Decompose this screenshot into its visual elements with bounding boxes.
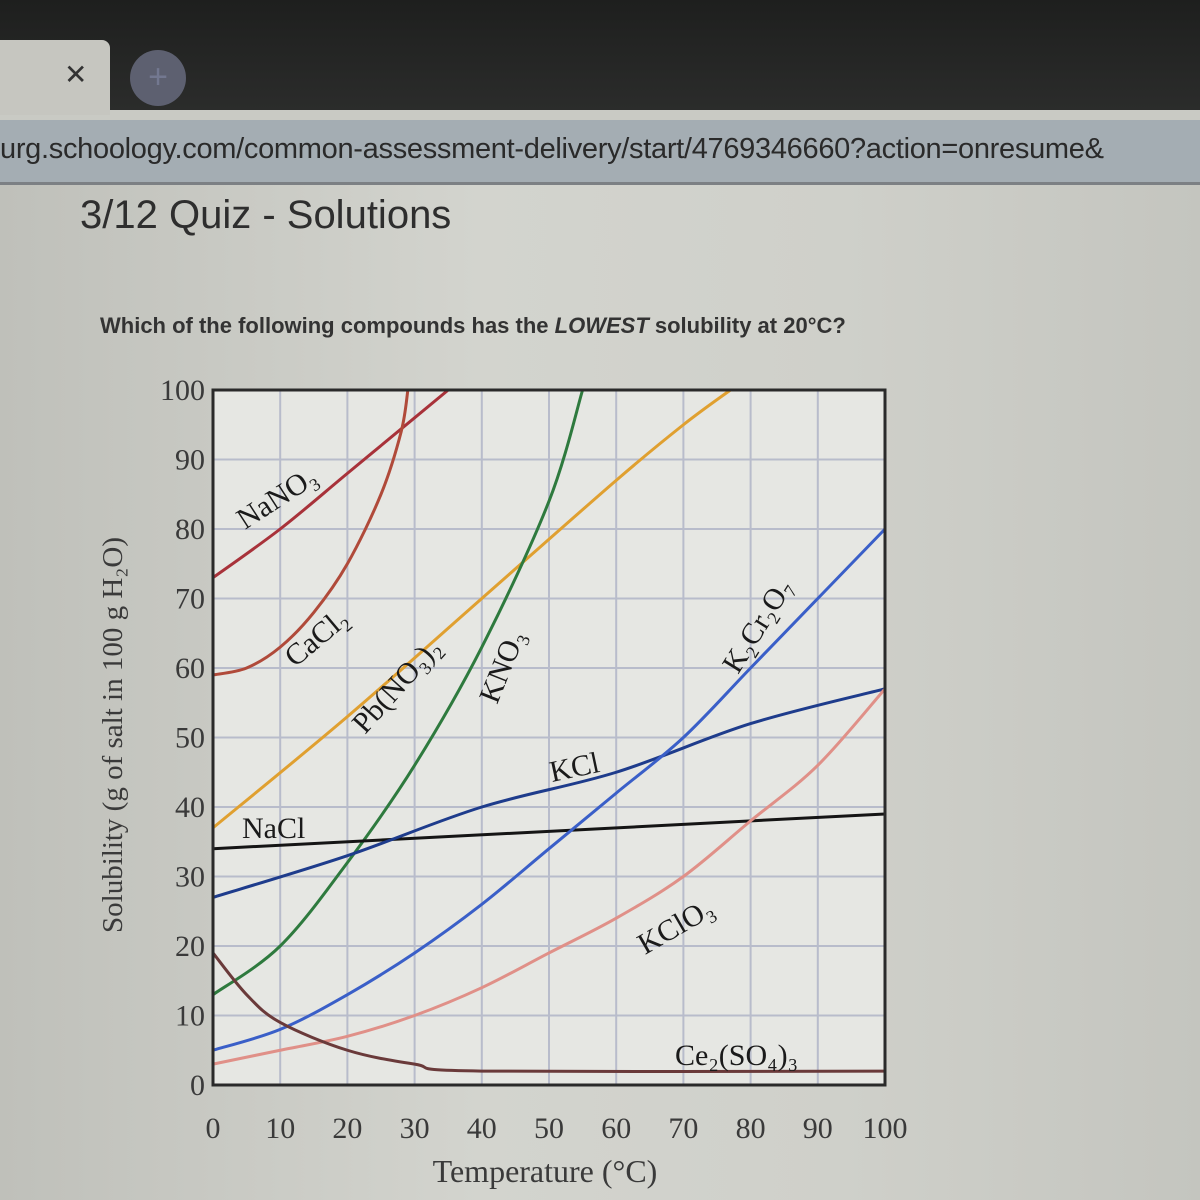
y-tick-label: 90: [175, 444, 205, 477]
x-tick-label: 70: [668, 1112, 698, 1145]
x-tick-label: 90: [803, 1112, 833, 1145]
plot-frame: [211, 388, 887, 1087]
label-nacl: NaCl: [242, 812, 305, 845]
x-tick-label: 100: [863, 1112, 908, 1145]
x-tick-label: 40: [467, 1112, 497, 1145]
x-axis-label: Temperature (°C): [433, 1153, 658, 1189]
x-tick-label: 50: [534, 1112, 564, 1145]
question-text: Which of the following compounds has the…: [100, 313, 846, 339]
series-line: [212, 388, 450, 579]
page-title: 3/12 Quiz - Solutions: [80, 193, 452, 237]
x-tick-label: 30: [400, 1112, 430, 1145]
question-post: solubility at 20°C?: [648, 313, 846, 338]
series-line: [212, 388, 732, 830]
y-tick-label: 10: [175, 1000, 205, 1033]
series-line: [212, 389, 410, 677]
y-tick-label: 50: [175, 722, 205, 755]
y-axis-label: Solubility (g of salt in 100 g H₂O): [97, 537, 129, 933]
question-emphasis: LOWEST: [554, 313, 649, 338]
series-line: [211, 952, 886, 1074]
browser-tab-bar: [0, 0, 1200, 110]
browser-tab[interactable]: [0, 40, 110, 115]
x-tick-label: 20: [332, 1112, 362, 1145]
x-tick-label: 0: [206, 1112, 221, 1145]
y-tick-label: 60: [175, 652, 205, 685]
question-pre: Which of the following compounds has the: [100, 313, 555, 338]
series-line: [212, 389, 585, 996]
y-tick-label: 30: [175, 861, 205, 894]
y-tick-label: 80: [175, 513, 205, 546]
series-line: [212, 527, 887, 1052]
x-tick-label: 60: [601, 1112, 631, 1145]
series-line: [212, 687, 887, 1066]
plus-icon[interactable]: +: [130, 50, 186, 106]
y-tick-label: 100: [160, 374, 205, 407]
label-ce2so43: Ce₂(SO₄)₃: [675, 1039, 798, 1072]
series-line: [212, 687, 886, 899]
x-tick-label: 10: [265, 1112, 295, 1145]
y-tick-label: 70: [175, 583, 205, 616]
tick-labels: 0 10 20 30 40 50 60 70 80 90 100 0 10 20 30 40 50 60 70 80 9…: [160, 374, 908, 1145]
series-line: [212, 812, 886, 851]
x-tick-label: 80: [736, 1112, 766, 1145]
close-icon[interactable]: ✕: [64, 59, 88, 90]
y-tick-label: 40: [175, 791, 205, 824]
y-tick-label: 20: [175, 930, 205, 963]
y-tick-label: 0: [190, 1069, 205, 1102]
url-text[interactable]: urg.schoology.com/common-assessment-deli…: [0, 133, 1104, 165]
series-lines: [211, 388, 887, 1074]
address-bar[interactable]: [0, 120, 1200, 185]
